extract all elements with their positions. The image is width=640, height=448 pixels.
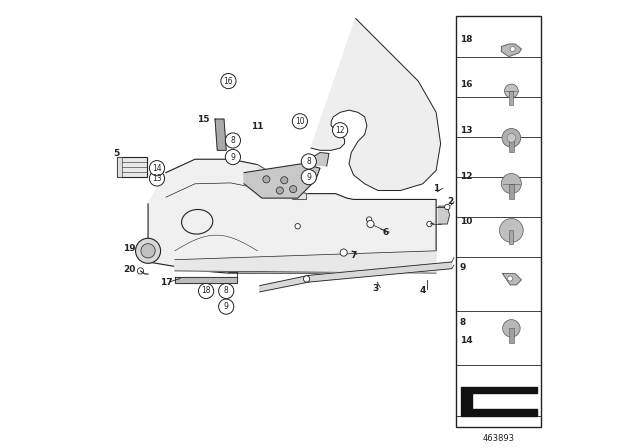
Text: 2: 2	[448, 197, 454, 206]
Circle shape	[508, 276, 513, 281]
Text: 19: 19	[123, 244, 136, 253]
Text: 20: 20	[123, 265, 136, 274]
Circle shape	[501, 173, 522, 194]
Text: 10: 10	[460, 217, 472, 226]
Polygon shape	[260, 276, 309, 292]
Circle shape	[504, 84, 518, 98]
Text: 17: 17	[159, 278, 172, 287]
Polygon shape	[215, 119, 226, 151]
Text: 12: 12	[335, 126, 345, 135]
Circle shape	[303, 276, 310, 282]
FancyBboxPatch shape	[116, 157, 122, 177]
Circle shape	[340, 249, 348, 256]
Circle shape	[290, 185, 297, 193]
Circle shape	[367, 220, 374, 228]
Circle shape	[367, 217, 372, 222]
Circle shape	[276, 187, 284, 194]
Text: 6: 6	[383, 228, 388, 237]
Circle shape	[219, 284, 234, 298]
Polygon shape	[461, 387, 536, 416]
Circle shape	[225, 150, 241, 164]
Circle shape	[149, 171, 164, 186]
Polygon shape	[502, 274, 522, 285]
Text: 3: 3	[372, 284, 379, 293]
Circle shape	[198, 284, 214, 298]
Text: 16: 16	[223, 77, 233, 86]
Text: 8: 8	[460, 318, 466, 327]
Polygon shape	[302, 152, 329, 166]
FancyBboxPatch shape	[116, 157, 147, 177]
Circle shape	[292, 114, 307, 129]
Circle shape	[221, 73, 236, 89]
Text: 9: 9	[230, 152, 236, 162]
Circle shape	[510, 47, 515, 52]
Text: 13: 13	[460, 126, 472, 135]
Text: 18: 18	[460, 34, 472, 43]
Circle shape	[499, 219, 524, 242]
Circle shape	[149, 160, 164, 176]
Bar	[509, 328, 514, 343]
Text: 16: 16	[460, 80, 472, 89]
Circle shape	[225, 133, 241, 148]
Text: 1: 1	[433, 184, 439, 193]
Text: 9: 9	[307, 172, 311, 181]
Text: 13: 13	[152, 174, 162, 183]
Text: 7: 7	[350, 251, 356, 260]
Circle shape	[141, 244, 156, 258]
Circle shape	[138, 268, 143, 274]
Bar	[456, 16, 541, 427]
Bar	[509, 184, 514, 198]
Text: 15: 15	[196, 115, 209, 124]
Circle shape	[295, 224, 300, 229]
Circle shape	[219, 299, 234, 314]
Polygon shape	[257, 164, 307, 199]
Text: 5: 5	[113, 149, 120, 158]
Text: 14: 14	[152, 164, 162, 172]
Text: 9: 9	[224, 302, 228, 311]
Polygon shape	[175, 277, 237, 283]
Polygon shape	[309, 262, 452, 282]
Text: 14: 14	[460, 336, 472, 345]
Circle shape	[263, 176, 270, 183]
Circle shape	[301, 154, 316, 169]
Circle shape	[281, 177, 288, 184]
Bar	[509, 230, 513, 244]
Bar	[509, 91, 513, 105]
Circle shape	[301, 169, 316, 185]
Polygon shape	[244, 164, 320, 198]
Text: 8: 8	[224, 286, 228, 296]
Polygon shape	[501, 44, 522, 56]
Circle shape	[502, 129, 521, 147]
Text: 463893: 463893	[483, 434, 515, 443]
Polygon shape	[148, 159, 436, 273]
Circle shape	[507, 134, 516, 142]
Polygon shape	[438, 206, 449, 224]
Text: 11: 11	[252, 122, 264, 131]
Polygon shape	[175, 251, 436, 273]
Circle shape	[333, 123, 348, 138]
Text: 4: 4	[420, 286, 426, 296]
Text: 9: 9	[460, 263, 466, 272]
Bar	[509, 140, 514, 151]
Circle shape	[502, 319, 520, 337]
Circle shape	[136, 238, 161, 263]
Text: 18: 18	[202, 286, 211, 296]
Circle shape	[427, 221, 432, 227]
Text: 12: 12	[460, 172, 472, 181]
Polygon shape	[311, 18, 440, 190]
Text: 8: 8	[230, 136, 236, 145]
Text: 10: 10	[295, 117, 305, 126]
Text: 8: 8	[307, 157, 311, 166]
Circle shape	[445, 204, 450, 210]
